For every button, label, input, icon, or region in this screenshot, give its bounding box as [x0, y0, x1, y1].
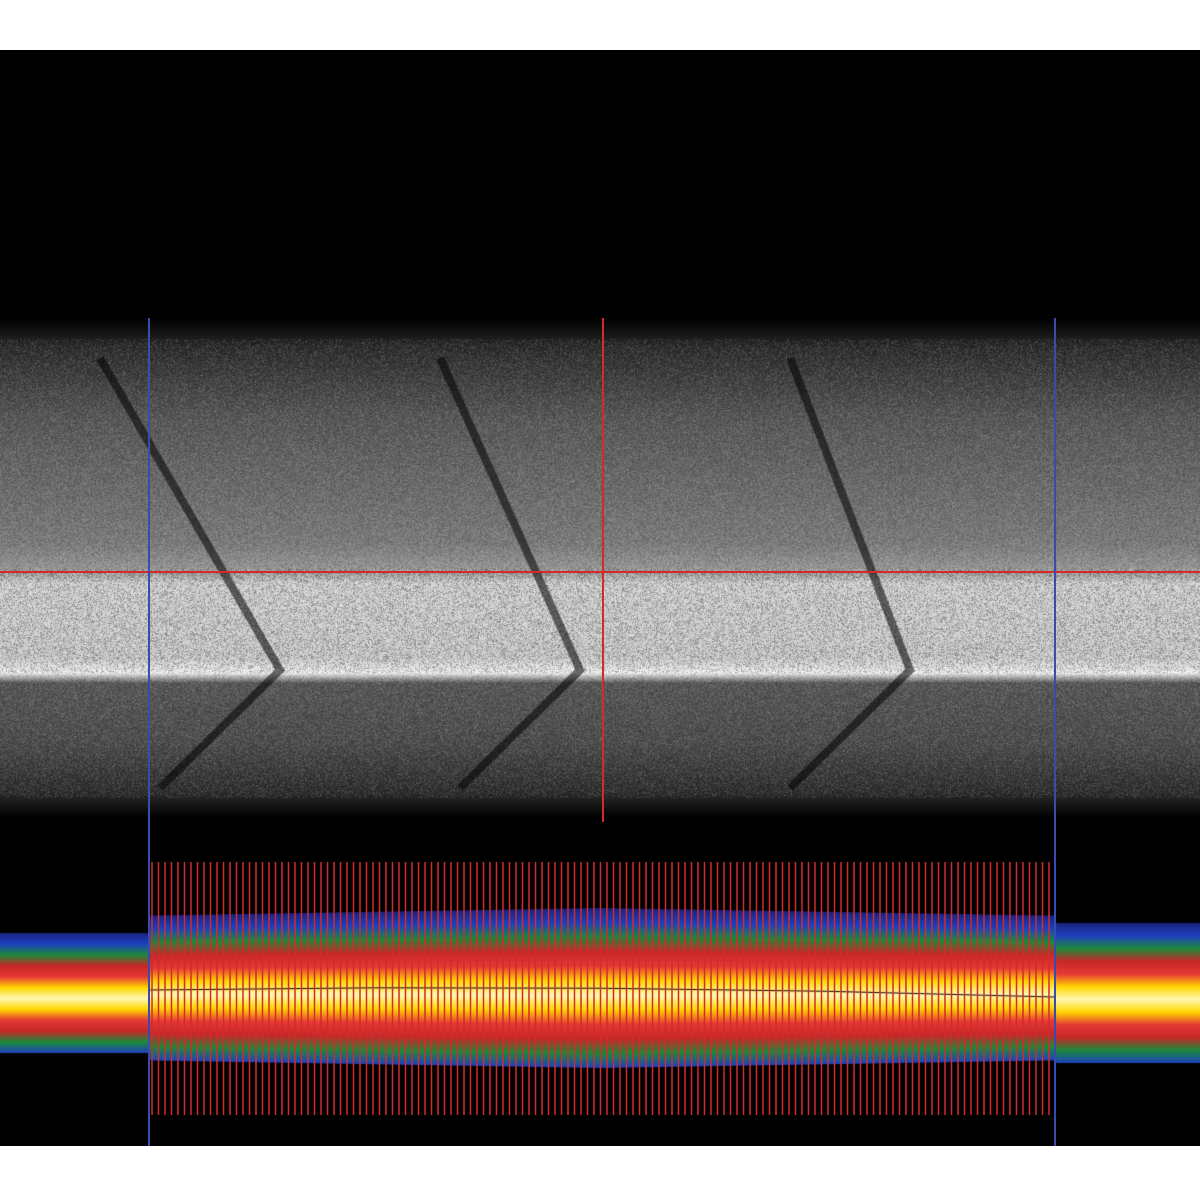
red-tick-lines: [151, 862, 1050, 1115]
speckle-texture: [0, 318, 1200, 818]
